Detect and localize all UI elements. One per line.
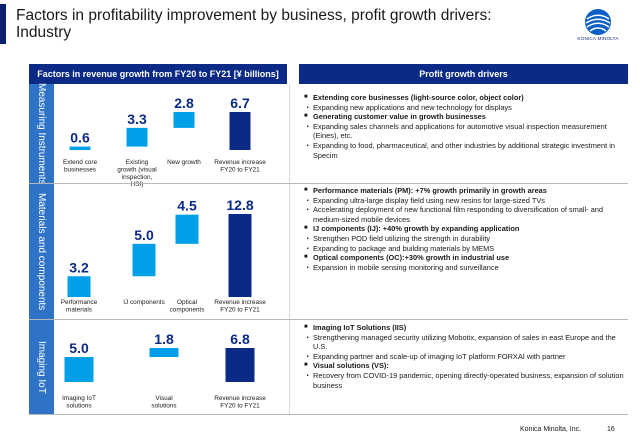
dot-bullet-icon: ・	[304, 332, 312, 342]
note-item: ・ Expanding to package and building mater…	[304, 243, 495, 253]
note-item: ・ Expanding sales channels and applicatio…	[304, 121, 607, 141]
logo-wordmark: KONICA MINOLTA	[577, 36, 619, 41]
materials-and-components-chart: 3.2 Performance materials 5.0 IJ components 4…	[61, 197, 266, 313]
row-label-materials-and-components: Materials and components	[29, 184, 54, 319]
imaging-iot-chart: 5.0 Imaging IoT solutions 1.8 Visual solution…	[62, 331, 266, 409]
category-label: New growth	[167, 159, 201, 166]
dot-bullet-icon: ・	[304, 140, 312, 150]
row-divider	[29, 183, 628, 184]
data-label: 6.8	[230, 331, 250, 347]
right-column-header: Profit growth drivers	[299, 64, 628, 84]
data-label: 3.3	[127, 111, 147, 127]
category-label: Performance materials	[61, 299, 98, 313]
data-label: 12.8	[226, 197, 253, 213]
note-item: ・ Expanding new applications and new tech…	[304, 102, 512, 112]
data-label: 4.5	[177, 198, 197, 214]
page-title: Factors in profitability improvement by …	[16, 7, 492, 41]
increment-bar	[69, 146, 91, 150]
dot-bullet-icon: ・	[304, 370, 312, 380]
increment-bar	[126, 127, 148, 147]
dot-bullet-icon: ・	[304, 102, 312, 112]
increment-bar	[132, 243, 156, 277]
footer-company: Konica Minolta, Inc.	[520, 426, 582, 433]
category-label: Existing growth (visual inspection, HSI)	[117, 159, 156, 188]
note-heading: ■ Optical components (OC):+30% growth in …	[304, 253, 510, 263]
increment-bar	[64, 357, 94, 382]
row-label-measuring-instruments: Measuring Instruments	[29, 83, 54, 184]
increment-bar	[175, 214, 199, 244]
data-label: 2.8	[174, 95, 194, 111]
category-label: Revenue increase FY20 to FY21	[214, 395, 266, 409]
dot-bullet-icon: ・	[304, 351, 312, 361]
title-accent-bar	[0, 4, 6, 44]
dot-bullet-icon: ・	[304, 205, 312, 215]
data-label: 0.6	[70, 130, 90, 146]
row-divider	[29, 414, 628, 415]
note-heading: ■ Generating customer value in growth bus…	[304, 112, 486, 122]
dot-bullet-icon: ・	[304, 233, 312, 243]
note-heading: ■ Extending core businesses (light-source…	[304, 93, 524, 102]
dot-bullet-icon: ・	[304, 243, 312, 253]
page-number: 16	[607, 426, 615, 433]
column-divider	[289, 84, 290, 414]
data-label: 3.2	[69, 259, 89, 275]
square-bullet-icon: ■	[304, 113, 308, 120]
note-item: ・ Expanding to food, pharmaceutical, and …	[304, 140, 615, 160]
dot-bullet-icon: ・	[304, 262, 312, 272]
square-bullet-icon: ■	[304, 362, 308, 369]
square-bullet-icon: ■	[304, 94, 308, 100]
imaging-iot-notes: ■ Imaging IoT Solutions (IIS) ・ Strengtheni…	[304, 323, 626, 390]
note-item: ・ Expanding ultra-large display field usi…	[304, 195, 545, 205]
category-label: Revenue increase FY20 to FY21	[214, 159, 266, 173]
measuring-instruments-chart: 0.6 Extend core businesses 3.3 Existing growt…	[63, 95, 266, 188]
data-label: 1.8	[154, 331, 174, 347]
square-bullet-icon: ■	[304, 254, 308, 261]
data-label: 5.0	[134, 227, 154, 243]
row-label-imaging-iot: Imaging IoT	[29, 320, 54, 414]
konica-minolta-logo-icon	[585, 9, 611, 35]
total-bar	[225, 348, 255, 382]
note-item: ・ Expanding partner and scale-up of imagi…	[304, 351, 566, 361]
increment-bar	[67, 276, 91, 297]
note-item: ・ Recovery from COVID-19 pandemic, openin…	[304, 370, 624, 390]
data-label: 5.0	[69, 340, 89, 356]
dot-bullet-icon: ・	[304, 121, 312, 131]
category-label: Revenue increase FY20 to FY21	[214, 299, 266, 313]
note-heading: ■ Imaging IoT Solutions (IIS)	[304, 323, 407, 332]
note-item: ・ Strengthening managed security utilizin…	[304, 332, 616, 352]
increment-bar	[173, 112, 195, 128]
data-label: 6.7	[230, 95, 250, 111]
note-heading: ■ Performance materials (PM): +7% growth …	[304, 186, 547, 195]
total-bar	[229, 112, 251, 150]
total-bar	[228, 214, 252, 297]
measuring-instruments-notes: ■ Extending core businesses (light-source…	[304, 93, 626, 160]
row-divider	[29, 319, 628, 320]
category-label: IJ components	[123, 299, 165, 306]
note-heading: ■ IJ components (IJ): +40% growth by expa…	[304, 224, 520, 234]
square-bullet-icon: ■	[304, 187, 308, 193]
dot-bullet-icon: ・	[304, 195, 312, 205]
category-label: Visual solutions	[151, 395, 176, 409]
note-item: ・ Strengthen POD field utilizing the stre…	[304, 233, 491, 243]
left-column-header: Factors in revenue growth from FY20 to F…	[29, 64, 287, 84]
note-item: ・ Expansion in mobile sensing monitoring …	[304, 262, 499, 272]
materials-and-components-notes: ■ Performance materials (PM): +7% growth …	[304, 186, 626, 272]
category-label: Extend core businesses	[63, 159, 98, 173]
note-heading: ■ Visual solutions (VS):	[304, 361, 389, 371]
category-label: Imaging IoT solutions	[62, 395, 96, 409]
square-bullet-icon: ■	[304, 225, 308, 232]
square-bullet-icon: ■	[304, 324, 308, 330]
increment-bar	[149, 348, 179, 357]
category-label: Optical components	[170, 299, 205, 313]
note-item: ・ Accelerating deployment of new function…	[304, 205, 604, 224]
